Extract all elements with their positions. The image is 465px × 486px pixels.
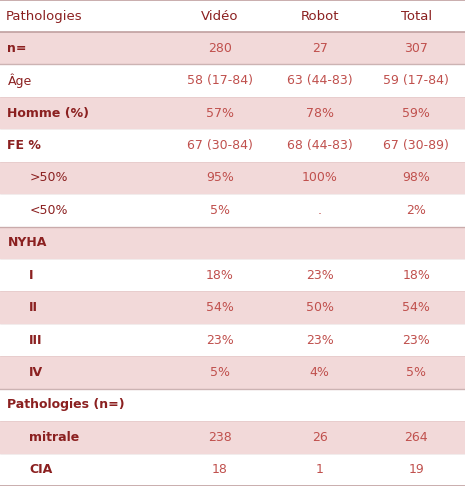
Bar (0, 194, 465, 226)
Text: NYHA: NYHA (7, 236, 47, 249)
Text: .: . (318, 204, 322, 217)
Text: 67 (30-84): 67 (30-84) (187, 139, 252, 152)
Text: Robot: Robot (300, 10, 339, 22)
Text: Total: Total (401, 10, 432, 22)
Text: 59%: 59% (402, 106, 430, 120)
Text: 67 (30-89): 67 (30-89) (383, 139, 449, 152)
Bar (0, 453, 465, 486)
Bar (0, 0, 465, 32)
Text: 100%: 100% (302, 172, 338, 184)
Text: 19: 19 (408, 463, 424, 476)
Text: Homme (%): Homme (%) (7, 106, 89, 120)
Text: 5%: 5% (210, 366, 230, 379)
Bar (0, 129, 465, 162)
Text: FE %: FE % (7, 139, 41, 152)
Text: 26: 26 (312, 431, 327, 444)
Text: 18: 18 (212, 463, 228, 476)
Text: 23%: 23% (306, 333, 333, 347)
Text: 27: 27 (312, 42, 328, 55)
Text: mitrale: mitrale (29, 431, 80, 444)
Text: Pathologies (n=): Pathologies (n=) (7, 399, 125, 412)
Text: 57%: 57% (206, 106, 234, 120)
Text: IV: IV (29, 366, 43, 379)
Bar (0, 356, 465, 389)
Bar (0, 65, 465, 97)
Text: 5%: 5% (210, 204, 230, 217)
Text: 68 (44-83): 68 (44-83) (287, 139, 352, 152)
Text: Pathologies: Pathologies (6, 10, 83, 22)
Text: 98%: 98% (402, 172, 430, 184)
Bar (0, 292, 465, 324)
Text: 18%: 18% (206, 269, 233, 282)
Bar (0, 226, 465, 259)
Text: n=: n= (7, 42, 27, 55)
Text: 58 (17-84): 58 (17-84) (187, 74, 252, 87)
Text: 78%: 78% (306, 106, 334, 120)
Bar (0, 389, 465, 421)
Text: III: III (29, 333, 43, 347)
Text: Vidéo: Vidéo (201, 10, 239, 22)
Text: 23%: 23% (206, 333, 233, 347)
Text: 23%: 23% (306, 269, 333, 282)
Text: 264: 264 (405, 431, 428, 444)
Text: 50%: 50% (306, 301, 334, 314)
Text: 54%: 54% (402, 301, 430, 314)
Text: 2%: 2% (406, 204, 426, 217)
Bar (0, 32, 465, 65)
Text: CIA: CIA (29, 463, 53, 476)
Text: 307: 307 (404, 42, 428, 55)
Text: 23%: 23% (402, 333, 430, 347)
Text: II: II (29, 301, 38, 314)
Text: 5%: 5% (406, 366, 426, 379)
Text: >50%: >50% (29, 172, 68, 184)
Text: 54%: 54% (206, 301, 233, 314)
Text: Âge: Âge (7, 73, 32, 88)
Bar (0, 97, 465, 129)
Bar (0, 421, 465, 453)
Text: 63 (44-83): 63 (44-83) (287, 74, 352, 87)
Text: 1: 1 (316, 463, 324, 476)
Text: 4%: 4% (310, 366, 330, 379)
Text: 59 (17-84): 59 (17-84) (383, 74, 449, 87)
Bar (0, 162, 465, 194)
Bar (0, 259, 465, 292)
Bar (0, 324, 465, 356)
Text: 18%: 18% (402, 269, 430, 282)
Text: 238: 238 (208, 431, 232, 444)
Text: 280: 280 (208, 42, 232, 55)
Text: 95%: 95% (206, 172, 233, 184)
Text: I: I (29, 269, 34, 282)
Text: <50%: <50% (29, 204, 68, 217)
